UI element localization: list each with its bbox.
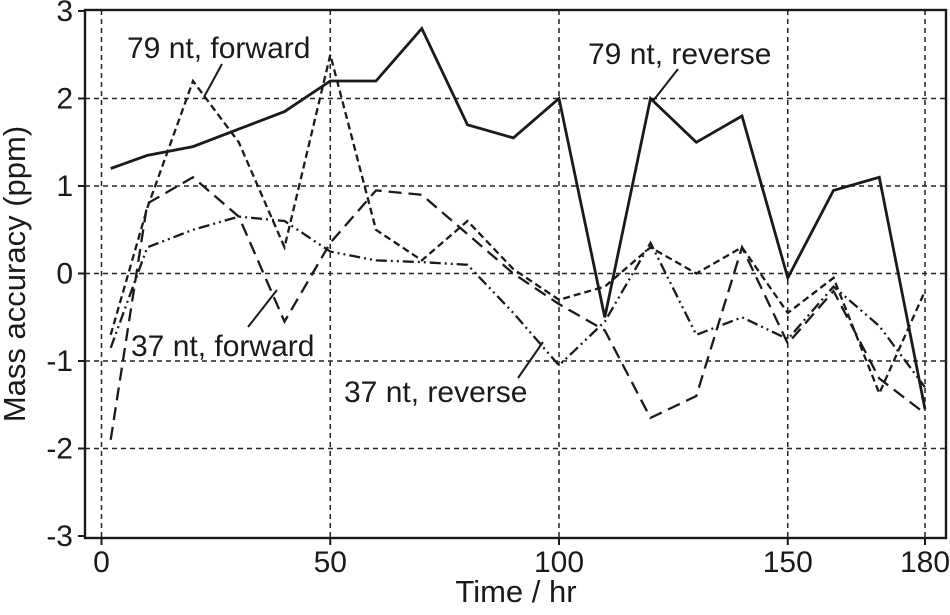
annotations: 79 nt, forward 79 nt, reverse 37 nt, for…: [127, 32, 771, 409]
x-tick-label: 100: [534, 546, 584, 579]
tick-labels: 0 50 100 150 180 3 2 1 0 -1 -2 -3: [46, 0, 950, 579]
x-tick-label: 150: [763, 546, 813, 579]
annotation-leader-line-79nt-forward: [203, 63, 223, 98]
annotation-79nt-forward: 79 nt, forward: [127, 32, 310, 65]
annotation-37nt-forward: 37 nt, forward: [131, 330, 314, 363]
y-tick-label: -2: [46, 433, 73, 466]
x-axis-title: Time / hr: [455, 574, 576, 609]
x-tick-label: 0: [93, 546, 110, 579]
series-lines: [109, 25, 927, 440]
y-axis-title: Mass accuracy (ppm): [0, 126, 32, 422]
gridlines: [85, 10, 946, 538]
annotation-37nt-reverse: 37 nt, reverse: [344, 376, 527, 409]
annotation-leader-line-79nt-reverse: [652, 68, 679, 102]
annotation-leader-line-37nt-forward: [247, 289, 278, 328]
series-line-79-nt-forward: [109, 54, 927, 397]
y-tick-label: 3: [56, 0, 73, 28]
series-line-79-nt-reverse: [110, 25, 927, 410]
annotation-leader-line-37nt-reverse: [517, 341, 544, 379]
annotation-79nt-reverse: 79 nt, reverse: [588, 38, 771, 71]
x-tick-label: 180: [900, 546, 950, 579]
y-tick-label: 2: [56, 83, 73, 116]
axis-ticks: [78, 10, 926, 545]
series-line-37-nt-forward: [109, 175, 926, 440]
y-tick-label: 1: [56, 170, 73, 203]
x-tick-label: 50: [314, 546, 347, 579]
y-tick-label: -1: [46, 345, 73, 378]
y-tick-label: 0: [56, 258, 73, 291]
y-tick-label: -3: [46, 520, 73, 553]
plot-border: [83, 8, 948, 540]
